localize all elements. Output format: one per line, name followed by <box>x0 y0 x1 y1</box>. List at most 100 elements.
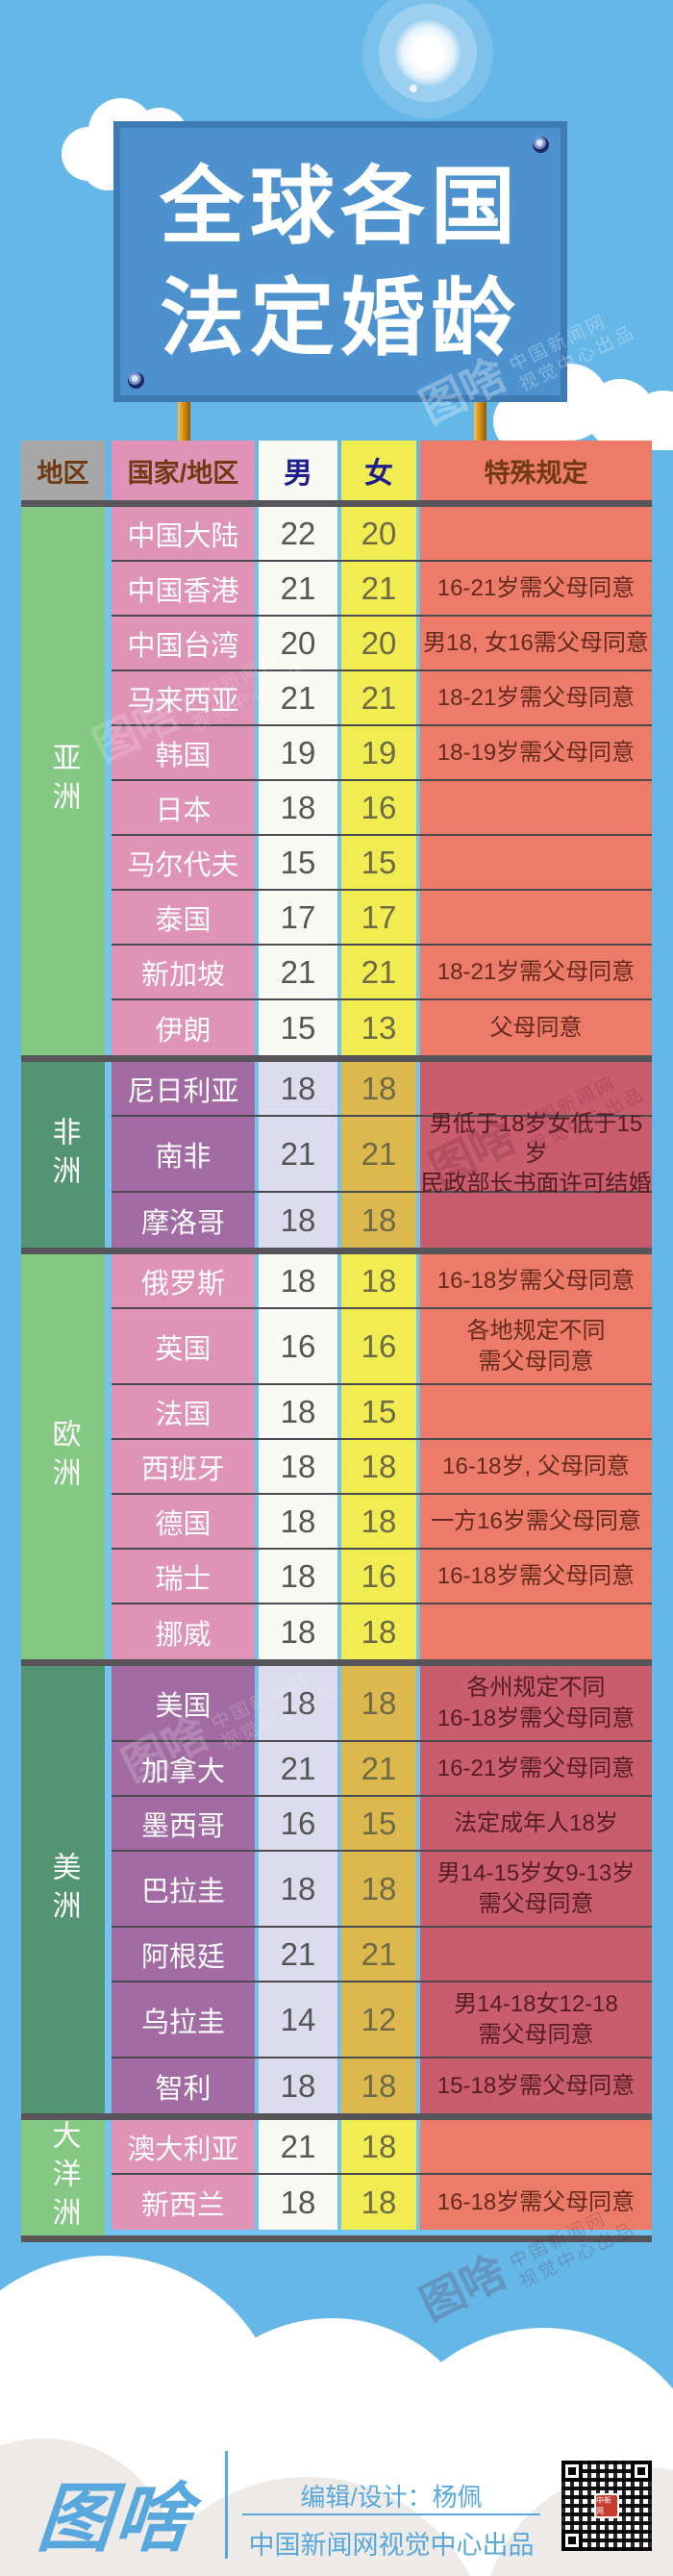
country-cell: 泰国 <box>112 891 255 944</box>
footer-divider <box>225 2451 228 2559</box>
special-rule-cell: 16-18岁需父母同意 <box>420 2175 652 2230</box>
country-cell: 新西兰 <box>112 2175 255 2230</box>
special-rule-cell: 16-18岁, 父母同意 <box>420 1440 652 1493</box>
title-sign-board: 全球各国 法定婚龄 <box>113 121 567 402</box>
table-row: 新加坡 21 21 18-21岁需父母同意 <box>112 946 652 1000</box>
female-age-cell: 17 <box>341 891 416 944</box>
region-cell: 非洲 <box>21 1062 105 1248</box>
special-rule-cell: 一方16岁需父母同意 <box>420 1495 652 1548</box>
column-gap <box>105 1062 112 1248</box>
male-age-cell: 21 <box>259 1742 337 1795</box>
country-cell: 马尔代夫 <box>112 836 255 889</box>
table-row: 挪威 18 18 <box>112 1604 652 1659</box>
country-cell: 瑞士 <box>112 1550 255 1603</box>
female-age-cell: 15 <box>341 1797 416 1850</box>
sun-icon <box>395 20 461 86</box>
special-rule-cell <box>420 781 652 834</box>
special-rule-cell: 16-21岁需父母同意 <box>420 1742 652 1795</box>
special-rule-cell <box>420 836 652 889</box>
header-separator <box>21 500 652 507</box>
male-age-cell: 18 <box>259 1062 337 1115</box>
special-rule-cell: 18-21岁需父母同意 <box>420 946 652 998</box>
country-cell: 俄罗斯 <box>112 1254 255 1307</box>
region-cell: 亚洲 <box>21 507 105 1055</box>
table-header-row: 地区 国家/地区 男 女 特殊规定 <box>21 441 652 500</box>
section-separator <box>21 1055 652 1062</box>
table-row: 日本 18 16 <box>112 781 652 836</box>
special-rule-cell: 16-18岁需父母同意 <box>420 1550 652 1603</box>
table-row: 中国台湾 20 20 男18, 女16需父母同意 <box>112 617 652 671</box>
special-rule-cell: 各州规定不同 16-18岁需父母同意 <box>420 1666 652 1740</box>
table-row: 法国 18 15 <box>112 1385 652 1440</box>
table-row: 瑞士 18 16 16-18岁需父母同意 <box>112 1550 652 1604</box>
female-age-cell: 20 <box>341 507 416 560</box>
male-age-cell: 18 <box>259 1254 337 1307</box>
female-age-cell: 18 <box>341 1440 416 1493</box>
female-age-cell: 18 <box>341 2058 416 2113</box>
female-age-cell: 18 <box>341 1604 416 1659</box>
section-separator <box>21 1248 652 1254</box>
special-rule-cell: 男14-18女12-18 需父母同意 <box>420 1983 652 2057</box>
editor-credit: 编辑/设计：杨佩 <box>300 2483 483 2512</box>
special-rule-cell: 16-21岁需父母同意 <box>420 562 652 615</box>
country-cell: 阿根廷 <box>112 1928 255 1981</box>
header-special: 特殊规定 <box>420 441 652 500</box>
male-age-cell: 15 <box>259 836 337 889</box>
special-rule-cell: 男18, 女16需父母同意 <box>420 617 652 669</box>
female-age-cell: 19 <box>341 726 416 779</box>
section-separator <box>21 1659 652 1666</box>
country-cell: 乌拉圭 <box>112 1983 255 2057</box>
special-rule-cell: 男14-15岁女9-13岁 需父母同意 <box>420 1852 652 1926</box>
female-age-cell: 15 <box>341 836 416 889</box>
country-cell: 挪威 <box>112 1604 255 1659</box>
female-age-cell: 18 <box>341 1062 416 1115</box>
sign-post-left <box>178 395 190 442</box>
table-row: 尼日利亚 18 18 <box>112 1062 652 1117</box>
special-rule-cell: 法定成年人18岁 <box>420 1797 652 1850</box>
male-age-cell: 18 <box>259 781 337 834</box>
sign-post-right <box>474 395 486 442</box>
sun-sparkle <box>410 85 417 92</box>
producer-credit: 中国新闻网视觉中心出品 <box>248 2531 535 2560</box>
column-gap <box>105 1666 112 2113</box>
table-section: 大洋洲 澳大利亚 21 18 新西兰 18 18 16-18岁需父母同意 <box>21 2120 652 2235</box>
female-age-cell: 20 <box>341 617 416 669</box>
male-age-cell: 21 <box>259 1117 337 1191</box>
special-rule-cell: 15-18岁需父母同意 <box>420 2058 652 2113</box>
rivet-icon <box>128 372 144 389</box>
female-age-cell: 18 <box>341 1254 416 1307</box>
male-age-cell: 18 <box>259 1852 337 1926</box>
region-cell: 大洋洲 <box>21 2120 105 2235</box>
table-row: 俄罗斯 18 18 16-18岁需父母同意 <box>112 1254 652 1309</box>
qr-finder-icon <box>561 2530 583 2551</box>
table-row: 马来西亚 21 21 18-21岁需父母同意 <box>112 671 652 726</box>
country-cell: 新加坡 <box>112 946 255 998</box>
table-section: 美洲 美国 18 18 各州规定不同 16-18岁需父母同意 加拿大 21 21 16-21岁需父… <box>21 1666 652 2113</box>
page-title-line2: 法定婚龄 <box>159 267 521 367</box>
table-row: 巴拉圭 18 18 男14-15岁女9-13岁 需父母同意 <box>112 1852 652 1928</box>
special-rule-cell: 男低于18岁女低于15岁 民政部长书面许可结婚 <box>420 1110 652 1198</box>
male-age-cell: 17 <box>259 891 337 944</box>
country-cell: 中国大陆 <box>112 507 255 560</box>
country-cell: 摩洛哥 <box>112 1193 255 1248</box>
female-age-cell: 13 <box>341 1000 416 1055</box>
country-cell: 加拿大 <box>112 1742 255 1795</box>
female-age-cell: 21 <box>341 1928 416 1981</box>
special-rule-cell <box>420 507 652 560</box>
brand-logo: 图啥 <box>34 2476 196 2561</box>
column-gap <box>105 2120 112 2235</box>
table-section: 亚洲 中国大陆 22 20 中国香港 21 21 16-21岁需父母同意 中国台湾 20 20 男18… <box>21 507 652 1055</box>
qr-finder-icon <box>631 2461 652 2482</box>
country-cell: 墨西哥 <box>112 1797 255 1850</box>
female-age-cell: 21 <box>341 1117 416 1191</box>
male-age-cell: 18 <box>259 2058 337 2113</box>
male-age-cell: 18 <box>259 1666 337 1740</box>
male-age-cell: 16 <box>259 1309 337 1383</box>
table-row: 乌拉圭 14 12 男14-18女12-18 需父母同意 <box>112 1983 652 2058</box>
rivet-icon <box>533 137 549 153</box>
table-row: 韩国 19 19 18-19岁需父母同意 <box>112 726 652 781</box>
table-row: 德国 18 18 一方16岁需父母同意 <box>112 1495 652 1550</box>
country-cell: 英国 <box>112 1309 255 1383</box>
table-row: 新西兰 18 18 16-18岁需父母同意 <box>112 2175 652 2230</box>
country-cell: 中国香港 <box>112 562 255 615</box>
